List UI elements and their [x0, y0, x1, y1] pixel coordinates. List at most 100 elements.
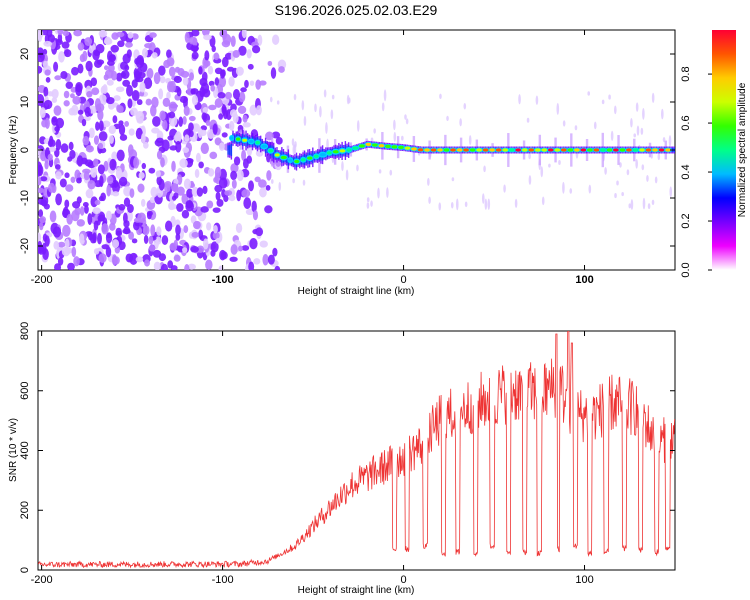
noise-blob — [247, 63, 254, 70]
x-tick-label: 100 — [575, 274, 593, 286]
noise-blob — [169, 242, 178, 251]
noise-blob — [383, 89, 387, 102]
noise-blob — [484, 198, 488, 210]
noise-blob — [93, 220, 99, 231]
band-blob — [339, 149, 346, 153]
noise-blob — [115, 230, 123, 237]
noise-blob — [199, 77, 208, 87]
noise-blob — [67, 262, 75, 270]
noise-blob — [204, 50, 210, 61]
noise-blob — [53, 240, 60, 250]
noise-blob — [54, 75, 62, 81]
noise-blob — [82, 135, 90, 146]
noise-blob — [213, 225, 218, 234]
noise-blob — [115, 86, 125, 93]
noise-blob — [98, 30, 108, 38]
noise-blob — [158, 178, 165, 191]
noise-blob — [116, 149, 125, 162]
noise-blob — [210, 241, 219, 253]
noise-blob — [173, 75, 182, 84]
noise-blob — [198, 66, 203, 75]
noise-blob — [158, 65, 166, 76]
noise-blob — [93, 135, 100, 145]
noise-blob — [137, 183, 145, 193]
noise-blob — [269, 96, 273, 103]
noise-blob — [203, 34, 212, 41]
noise-blob — [142, 47, 148, 58]
noise-blob — [74, 169, 81, 180]
noise-blob — [188, 36, 197, 45]
band-blob — [365, 142, 372, 146]
noise-blob — [370, 137, 374, 142]
noise-blob — [166, 91, 171, 100]
noise-blob — [62, 30, 70, 37]
noise-blob — [161, 139, 170, 152]
bottom-x-axis-label: Height of straight line (km) — [298, 585, 415, 596]
noise-blob — [184, 134, 190, 142]
noise-blob — [75, 81, 83, 93]
noise-blob — [195, 152, 201, 163]
noise-blob — [221, 56, 229, 68]
y-tick-label: 0 — [19, 147, 31, 153]
noise-blob — [241, 30, 247, 39]
noise-blob — [124, 64, 130, 71]
noise-blob — [156, 226, 162, 236]
noise-blob — [86, 145, 93, 151]
noise-blob — [633, 133, 637, 138]
noise-blob — [518, 94, 521, 105]
noise-blob — [196, 245, 205, 253]
noise-blob — [160, 263, 169, 270]
noise-blob — [258, 179, 267, 188]
noise-blob — [619, 162, 622, 168]
noise-blob — [294, 141, 297, 148]
noise-blob — [636, 125, 640, 136]
noise-blob — [439, 93, 442, 100]
band-blob — [274, 153, 280, 157]
noise-blob — [635, 159, 638, 169]
noise-blob — [514, 198, 518, 208]
noise-blob — [190, 88, 196, 95]
noise-blob — [156, 137, 164, 144]
noise-blob — [404, 114, 407, 120]
noise-blob — [301, 100, 305, 111]
noise-blob — [71, 66, 79, 76]
noise-blob — [153, 72, 161, 85]
noise-blob — [291, 138, 295, 146]
noise-blob — [569, 188, 573, 194]
noise-blob — [237, 105, 247, 114]
bottom-y-axis: 0 200 400 600 800 — [19, 322, 675, 573]
noise-blob — [241, 245, 250, 251]
noise-blob — [562, 120, 566, 127]
noise-blob — [236, 189, 242, 202]
noise-blob — [366, 202, 370, 209]
noise-blob — [209, 151, 218, 160]
snr-series-line — [38, 331, 675, 569]
noise-blob — [49, 210, 57, 223]
noise-blob — [62, 224, 71, 237]
noise-blob — [183, 96, 188, 109]
noise-blob — [346, 94, 350, 105]
noise-blob — [105, 232, 113, 244]
noise-blob — [278, 66, 285, 73]
noise-blob — [377, 187, 380, 199]
noise-blob — [646, 174, 649, 182]
noise-blob — [228, 76, 235, 87]
noise-blob — [61, 246, 71, 257]
noise-blob — [144, 259, 150, 267]
noise-blob — [217, 92, 226, 99]
band-blob — [547, 148, 554, 152]
band-blob — [384, 144, 391, 148]
band-blob — [534, 148, 541, 152]
noise-blob — [152, 116, 161, 127]
bottom-x-axis: -200 -100 0 100 — [31, 331, 594, 586]
noise-blob — [145, 98, 152, 106]
noise-blob — [210, 84, 215, 92]
top-y-axis: -20 -10 0 10 20 — [19, 48, 675, 254]
noise-blob — [102, 120, 111, 128]
noise-blob — [370, 200, 373, 207]
noise-blob — [92, 207, 101, 215]
band-blob — [502, 148, 509, 152]
noise-blob — [601, 99, 605, 105]
noise-blob — [144, 43, 153, 49]
